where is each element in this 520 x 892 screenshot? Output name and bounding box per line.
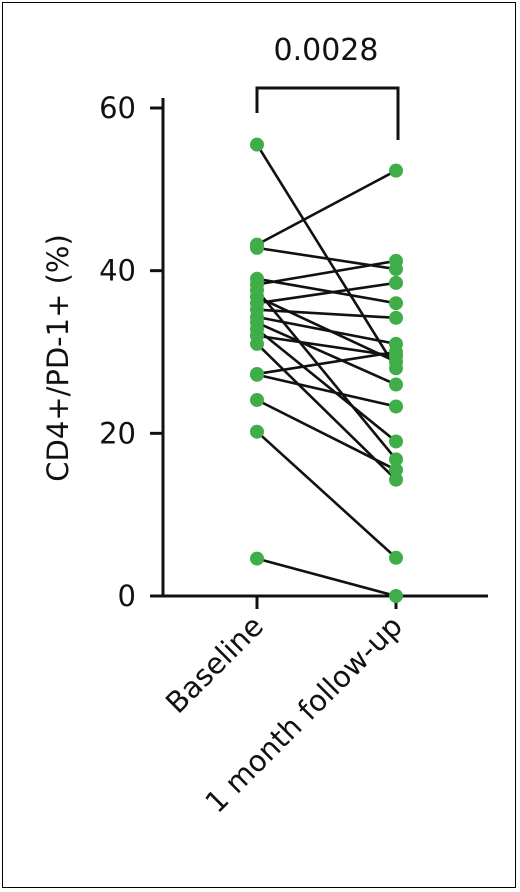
data-points <box>250 137 403 603</box>
pair-line <box>256 350 397 376</box>
follow-up-point <box>389 434 403 449</box>
follow-up-point <box>389 253 403 268</box>
pair-line <box>256 315 397 346</box>
pair-line <box>256 373 397 408</box>
baseline-point <box>250 551 264 566</box>
pair-line <box>256 259 397 286</box>
pair-line <box>255 143 398 369</box>
y-ticks: 0 20 40 60 <box>99 91 163 613</box>
pair-line <box>256 246 397 271</box>
follow-up-point <box>389 472 403 487</box>
follow-up-point <box>389 345 403 359</box>
baseline-point <box>250 336 264 351</box>
y-tick-label: 0 <box>118 579 136 613</box>
baseline-point <box>250 240 264 255</box>
x-tick-label: Baseline <box>159 609 270 720</box>
pair-line <box>256 557 397 598</box>
pair-line <box>256 328 397 443</box>
baseline-point <box>250 367 264 382</box>
baseline-point <box>250 392 264 407</box>
y-tick-label: 40 <box>99 254 136 288</box>
follow-up-point <box>389 296 403 311</box>
axes <box>150 98 488 598</box>
pair-line <box>256 281 397 305</box>
follow-up-point <box>389 550 403 565</box>
y-tick-label: 60 <box>99 91 136 125</box>
paired-lines <box>255 143 398 598</box>
pair-line <box>256 321 397 386</box>
pair-line <box>256 430 397 559</box>
significance-annotation: 0.0028 <box>255 33 400 140</box>
follow-up-point <box>389 377 403 392</box>
significance-label: 0.0028 <box>274 33 379 68</box>
follow-up-point <box>389 452 403 467</box>
baseline-point <box>250 137 264 152</box>
pair-line <box>256 169 397 246</box>
pair-line <box>256 277 397 305</box>
follow-up-point <box>389 462 403 477</box>
pair-line <box>255 289 398 461</box>
follow-up-point <box>389 163 403 178</box>
y-tick-label: 20 <box>99 416 136 450</box>
pair-line <box>256 334 397 358</box>
follow-up-point <box>389 310 403 325</box>
follow-up-point <box>389 399 403 414</box>
pair-line <box>256 308 397 320</box>
pair-line <box>256 398 397 472</box>
y-axis-label: CD4+/PD-1+ (%) <box>41 234 75 482</box>
follow-up-point <box>389 589 403 603</box>
significance-bracket <box>255 86 400 140</box>
baseline-point <box>250 424 264 439</box>
follow-up-point <box>389 275 403 290</box>
